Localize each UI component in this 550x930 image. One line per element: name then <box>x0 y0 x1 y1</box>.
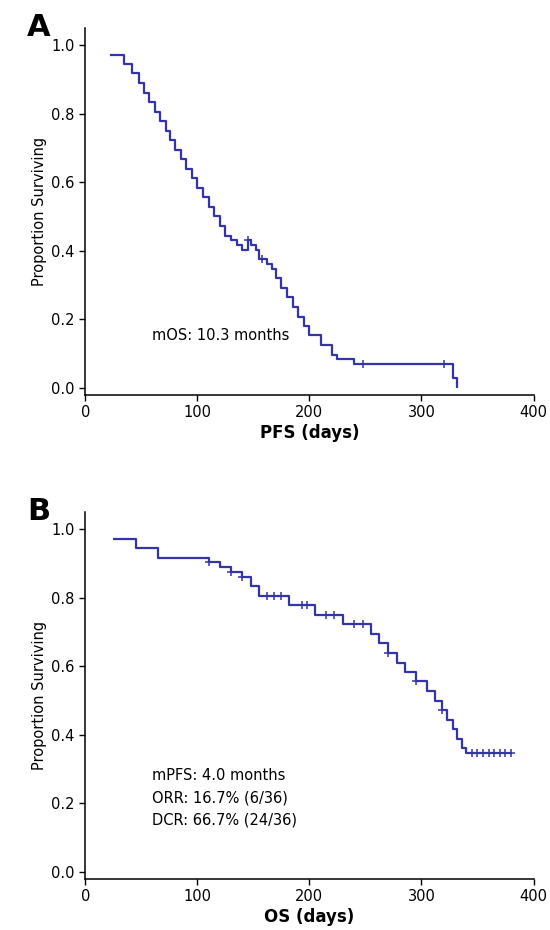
Text: mPFS: 4.0 months
ORR: 16.7% (6/36)
DCR: 66.7% (24/36): mPFS: 4.0 months ORR: 16.7% (6/36) DCR: … <box>152 768 298 828</box>
Y-axis label: Proportion Surviving: Proportion Surviving <box>32 137 47 286</box>
Text: mOS: 10.3 months: mOS: 10.3 months <box>152 328 290 343</box>
Text: A: A <box>27 13 51 42</box>
Y-axis label: Proportion Surviving: Proportion Surviving <box>32 621 47 770</box>
X-axis label: OS (days): OS (days) <box>264 909 355 926</box>
Text: B: B <box>27 498 50 526</box>
X-axis label: PFS (days): PFS (days) <box>260 424 359 443</box>
